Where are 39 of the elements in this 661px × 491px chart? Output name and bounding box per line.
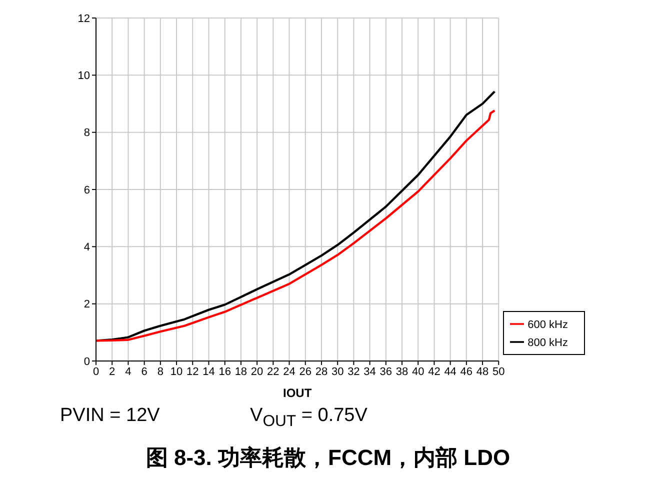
x-tick-label: 18 bbox=[234, 366, 248, 378]
legend-label: 600 kHz bbox=[528, 319, 568, 331]
x-tick-label: 4 bbox=[125, 366, 132, 378]
y-tick-label: 10 bbox=[78, 70, 90, 82]
y-tick-label: 4 bbox=[84, 242, 90, 254]
x-tick-label: 48 bbox=[476, 366, 489, 378]
x-tick-label: 22 bbox=[267, 366, 280, 378]
x-tick-label: 50 bbox=[492, 366, 505, 378]
x-tick-label: 34 bbox=[364, 366, 376, 378]
x-axis-title: IOUT bbox=[282, 386, 312, 400]
x-tick-label: 42 bbox=[428, 366, 440, 378]
x-tick-label: 2 bbox=[109, 366, 116, 378]
x-tick-label: 16 bbox=[218, 366, 231, 378]
text: PVIN = 12V bbox=[60, 405, 161, 428]
text: 图 8-3. 功率耗散，FCCM，内部 LDO bbox=[144, 444, 512, 472]
y-tick-label: 2 bbox=[84, 298, 90, 311]
x-tick-label: 24 bbox=[283, 366, 296, 378]
x-tick-label: 32 bbox=[348, 366, 360, 378]
x-tick-label: 46 bbox=[460, 366, 473, 378]
legend-label: 800 kHz bbox=[528, 337, 568, 349]
y-tick-label: 12 bbox=[78, 12, 90, 25]
y-tick-label: 8 bbox=[84, 127, 90, 140]
x-tick-label: 40 bbox=[412, 366, 424, 378]
x-tick-label: 38 bbox=[396, 366, 408, 378]
x-tick-label: 44 bbox=[444, 366, 456, 378]
y-tick-label: 0 bbox=[84, 356, 90, 368]
x-tick-label: 0 bbox=[92, 366, 100, 378]
y-tick-label: 6 bbox=[84, 184, 90, 196]
x-tick-label: 26 bbox=[299, 366, 312, 378]
x-tick-label: 6 bbox=[141, 366, 148, 378]
x-tick-label: 12 bbox=[186, 366, 199, 378]
x-tick-label: 36 bbox=[380, 366, 392, 378]
x-tick-label: 10 bbox=[170, 366, 183, 378]
x-tick-label: 28 bbox=[315, 366, 328, 378]
x-tick-label: 30 bbox=[331, 366, 344, 378]
x-tick-label: 8 bbox=[157, 366, 164, 378]
text: V$_{OUT}$ = 0.75V bbox=[250, 405, 368, 431]
x-tick-label: 20 bbox=[250, 366, 264, 378]
x-tick-label: 14 bbox=[202, 366, 215, 378]
